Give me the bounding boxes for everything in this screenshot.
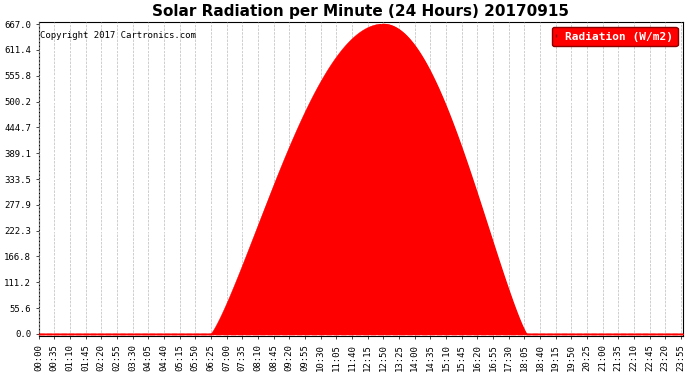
Text: Copyright 2017 Cartronics.com: Copyright 2017 Cartronics.com <box>40 31 196 40</box>
Title: Solar Radiation per Minute (24 Hours) 20170915: Solar Radiation per Minute (24 Hours) 20… <box>152 4 569 19</box>
Legend: Radiation (W/m2): Radiation (W/m2) <box>552 27 678 46</box>
